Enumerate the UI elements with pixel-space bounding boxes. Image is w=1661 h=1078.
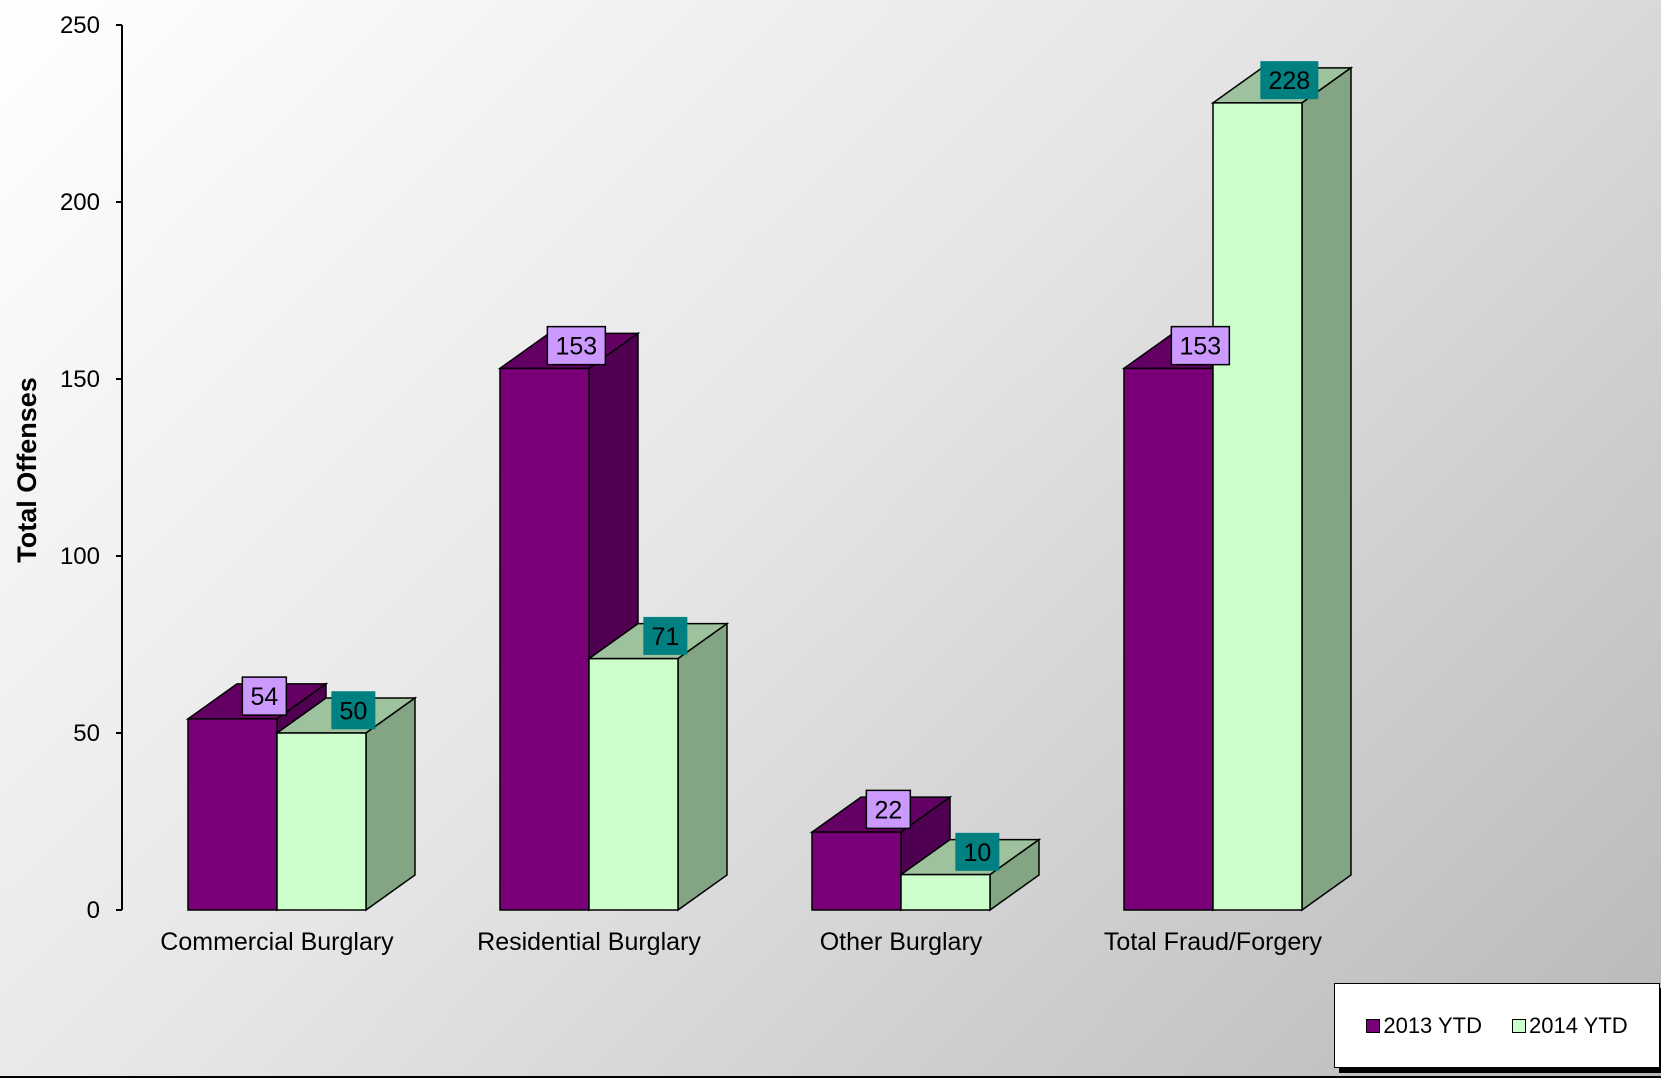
legend-swatch-2014 bbox=[1512, 1018, 1526, 1033]
data-label-2013-ytd: 54 bbox=[241, 676, 288, 716]
data-label-value: 228 bbox=[1268, 67, 1310, 95]
data-label-box bbox=[865, 789, 912, 830]
legend-item-2013: 2013 YTD bbox=[1366, 1013, 1482, 1039]
legend: 2013 YTD 2014 YTD bbox=[1334, 983, 1660, 1068]
data-label-value: 10 bbox=[963, 839, 991, 867]
y-tick-label: 100 bbox=[60, 543, 100, 570]
y-tick-label: 50 bbox=[73, 720, 100, 747]
bar-front-face bbox=[1212, 102, 1303, 911]
data-label-2014-ytd: 71 bbox=[643, 616, 688, 655]
legend-label-2014: 2014 YTD bbox=[1529, 1012, 1628, 1038]
data-label-box bbox=[955, 832, 1000, 871]
bar-2014-3 bbox=[1210, 66, 1354, 912]
x-category-label: Other Burglary bbox=[820, 928, 983, 956]
data-label-box bbox=[331, 691, 376, 730]
data-label-value: 22 bbox=[874, 796, 902, 824]
bar-side-face bbox=[677, 622, 728, 912]
x-category-label: Residential Burglary bbox=[477, 928, 701, 956]
y-tick-label: 200 bbox=[60, 189, 100, 216]
y-axis-title: Total Offenses bbox=[12, 377, 42, 563]
bar-2014-1 bbox=[586, 622, 730, 912]
data-label-2013-ytd: 153 bbox=[1170, 325, 1231, 366]
data-label-2013-ytd: 22 bbox=[865, 789, 912, 830]
bottom-border bbox=[0, 1076, 1661, 1078]
y-tick-label: 150 bbox=[60, 366, 100, 393]
bar-2014-0 bbox=[274, 696, 418, 912]
data-label-box bbox=[241, 676, 288, 716]
data-label-box bbox=[1170, 325, 1231, 366]
legend-item-2014: 2014 YTD bbox=[1512, 1013, 1628, 1039]
bar-front-face bbox=[1123, 367, 1214, 911]
y-tick-label: 250 bbox=[60, 12, 100, 39]
x-category-label: Commercial Burglary bbox=[160, 928, 394, 956]
data-label-box bbox=[546, 325, 607, 366]
data-label-box bbox=[643, 616, 688, 655]
bar-front-face bbox=[276, 732, 367, 911]
bar-front-face bbox=[900, 873, 991, 911]
data-label-value: 153 bbox=[1179, 333, 1221, 361]
data-label-2013-ytd: 153 bbox=[546, 325, 607, 366]
bar-front-face bbox=[499, 367, 590, 911]
data-label-value: 153 bbox=[555, 333, 597, 361]
data-label-2014-ytd: 50 bbox=[331, 691, 376, 730]
bar-side-face bbox=[1301, 66, 1352, 912]
y-tick-label: 0 bbox=[87, 897, 100, 924]
legend-swatch-2013 bbox=[1366, 1018, 1381, 1033]
legend-label-2013: 2013 YTD bbox=[1383, 1012, 1482, 1038]
data-label-value: 71 bbox=[651, 623, 679, 651]
data-label-2014-ytd: 10 bbox=[955, 832, 1000, 871]
data-label-2014-ytd: 228 bbox=[1260, 61, 1319, 100]
bar-side-face bbox=[365, 696, 416, 912]
data-label-value: 54 bbox=[250, 683, 278, 711]
bar-front-face bbox=[588, 657, 679, 911]
bar-front-face bbox=[187, 718, 278, 911]
bar-front-face bbox=[811, 831, 902, 911]
data-label-box bbox=[1260, 61, 1319, 100]
data-label-value: 50 bbox=[339, 697, 367, 725]
x-category-label: Total Fraud/Forgery bbox=[1104, 928, 1323, 956]
